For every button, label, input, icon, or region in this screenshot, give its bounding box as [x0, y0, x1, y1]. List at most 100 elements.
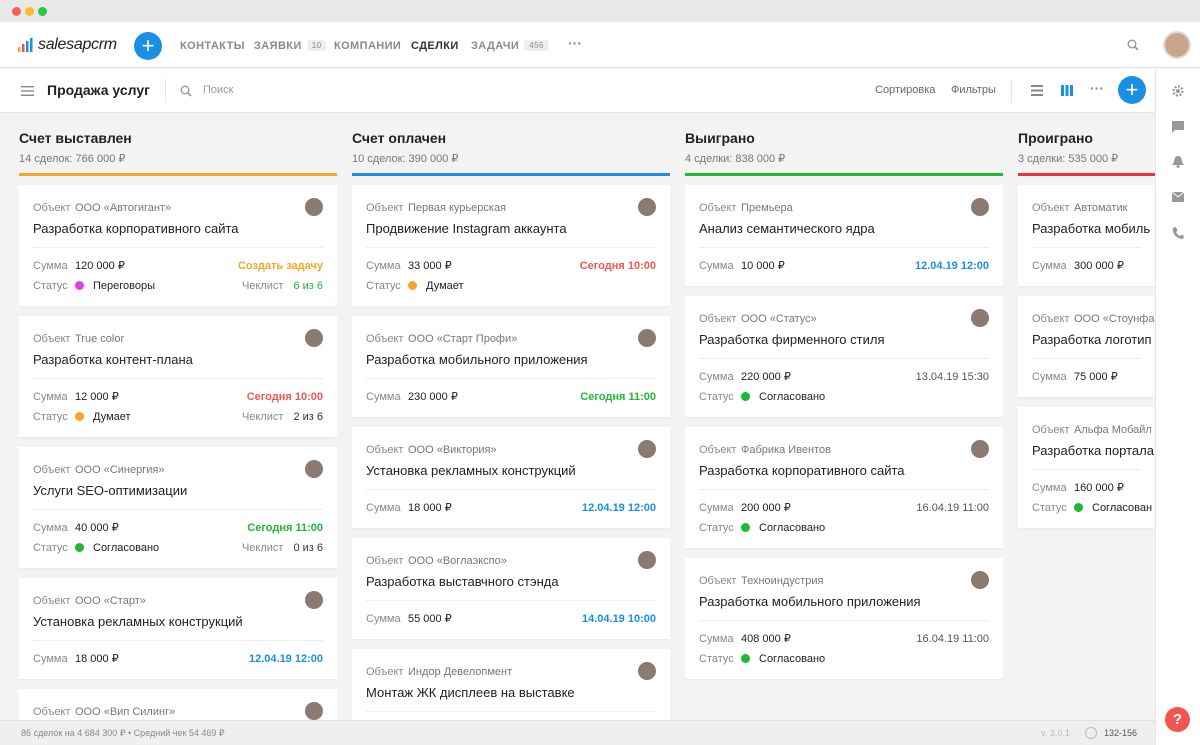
search-icon [180, 85, 192, 97]
more-menu[interactable]: ··· [568, 35, 582, 51]
notifications-icon[interactable] [1172, 156, 1184, 168]
sum-row: Сумма 33 000 ₽ Сегодня 10:00 [366, 256, 656, 276]
deal-title: Разработка фирменного стиля [699, 332, 989, 359]
status-value: Согласован [1092, 502, 1153, 514]
object-row: Объект ООО «Старт» [33, 593, 323, 609]
column-line [1018, 173, 1155, 176]
status-value: Думает [426, 280, 464, 292]
user-avatar[interactable] [1163, 31, 1191, 59]
deal-card[interactable]: Объект ООО «Статус» Разработка фирменного … [685, 296, 1003, 417]
deal-title: Разработка мобильного приложения [699, 594, 989, 621]
card-list: Объект Автоматик Разработка мобиль Сумма 300… [1018, 185, 1155, 528]
due: 16.04.19 11:00 [916, 502, 989, 514]
deal-title: Разработка корпоративного сайта [33, 221, 323, 248]
avatar [305, 329, 323, 347]
search-icon[interactable] [1127, 39, 1139, 51]
object-name: True color [75, 333, 125, 345]
sum-row: Сумма 12 000 ₽ Сегодня 10:00 [33, 387, 323, 407]
deal-card[interactable]: Объект Премьера Анализ семантического ядра… [685, 185, 1003, 286]
deal-card[interactable]: Объект Альфа Мобайл Разработка портала Сумм… [1018, 407, 1155, 528]
sum-row: Сумма 10 000 ₽ 12.04.19 12:00 [699, 256, 989, 276]
nav-item[interactable]: СДЕЛКИ [411, 40, 459, 52]
object-label: Объект [699, 444, 737, 456]
deal-card[interactable]: Объект ООО «Автогигант» Разработка корпора… [19, 185, 337, 306]
right-sidebar [1155, 69, 1200, 745]
object-label: Объект [1032, 313, 1070, 325]
logo[interactable]: salesapcrm [38, 36, 117, 53]
status-row: Статус Согласовано [699, 518, 989, 538]
deal-card[interactable]: Объект ООО «Старт Профи» Разработка мобиль… [352, 316, 670, 417]
deal-card[interactable]: Объект ООО «Стоунфай Разработка логотип Сум… [1018, 296, 1155, 397]
nav-label: ЗАЯВКИ [254, 40, 302, 52]
close-dot[interactable] [12, 7, 21, 16]
deal-card[interactable]: Объект ООО «Виктория» Установка рекламных … [352, 427, 670, 528]
filters-button[interactable]: Фильтры [951, 84, 996, 96]
menu-icon[interactable] [21, 86, 34, 96]
avatar [305, 198, 323, 216]
add-button[interactable]: + [134, 32, 162, 60]
mail-icon[interactable] [1172, 192, 1184, 202]
sum-row: Сумма 200 000 ₽ 16.04.19 11:00 [699, 498, 989, 518]
settings-icon[interactable] [1172, 85, 1184, 97]
sum-value: 55 000 ₽ [408, 613, 452, 625]
more-menu[interactable]: ··· [1090, 80, 1104, 96]
column-summary: 4 сделки: 838 000 ₽ [685, 153, 786, 165]
search-input[interactable]: Поиск [203, 84, 234, 96]
object-row: Объект ООО «Воглаэкспо» [366, 553, 656, 569]
chat-icon[interactable] [1172, 121, 1184, 133]
list-view-icon[interactable] [1031, 85, 1043, 96]
column-summary: 3 сделки: 535 000 ₽ [1018, 153, 1119, 165]
zoom-dot[interactable] [38, 7, 47, 16]
status-dot [741, 392, 750, 401]
object-name: Индор Девелопмент [408, 666, 513, 678]
info-icon[interactable] [1085, 727, 1097, 739]
sum-row: Сумма 230 000 ₽ Сегодня 11:00 [366, 387, 656, 407]
avatar [971, 198, 989, 216]
deal-card[interactable]: Объект True color Разработка контент-плана… [19, 316, 337, 437]
add-deal-button[interactable]: + [1118, 76, 1146, 104]
object-label: Объект [366, 555, 404, 567]
sum-label: Сумма [1032, 482, 1067, 494]
due: Сегодня 10:00 [579, 260, 656, 272]
status-label: Статус [699, 391, 734, 403]
board-view-icon[interactable] [1061, 85, 1073, 96]
deal-title: Разработка мобиль [1032, 221, 1150, 248]
help-button[interactable]: ? [1165, 707, 1190, 732]
status-dot [75, 281, 84, 290]
deal-card[interactable]: Объект ООО «Старт» Установка рекламных кон… [19, 578, 337, 679]
sum-value: 200 000 ₽ [741, 502, 791, 514]
card-list: Объект Премьера Анализ семантического ядра… [685, 185, 1003, 679]
deal-card[interactable]: Объект ООО «Синергия» Услуги SEO-оптимизац… [19, 447, 337, 568]
minimize-dot[interactable] [25, 7, 34, 16]
nav-item[interactable]: КОМПАНИИ [334, 40, 401, 52]
status-label: Статус [1032, 502, 1067, 514]
sum-value: 12 000 ₽ [75, 391, 119, 403]
checklist: Чеклист 6 из 6 [242, 276, 323, 296]
nav-item[interactable]: ЗАДАЧИ 456 [471, 40, 549, 52]
deal-card[interactable]: Объект Автоматик Разработка мобиль Сумма 300… [1018, 185, 1155, 286]
object-label: Объект [33, 202, 71, 214]
nav-item[interactable]: ЗАЯВКИ 10 [254, 40, 327, 52]
deal-card[interactable]: Объект Индор Девелопмент Монтаж ЖК дисплее… [352, 649, 670, 720]
pipeline-title[interactable]: Продажа услуг [47, 82, 150, 98]
status-dot [741, 523, 750, 532]
deal-title: Услуги SEO-оптимизации [33, 483, 323, 510]
nav-label: КОНТАКТЫ [180, 40, 245, 52]
avatar [305, 591, 323, 609]
object-name: Альфа Мобайл [1074, 424, 1152, 436]
phone-icon[interactable] [1172, 227, 1184, 239]
deal-card[interactable]: Объект ООО «Вип Силинг» [19, 689, 337, 720]
deal-card[interactable]: Объект Фабрика Ивентов Разработка корпорат… [685, 427, 1003, 548]
object-label: Объект [33, 595, 71, 607]
deal-card[interactable]: Объект ООО «Воглаэкспо» Разработка выставч… [352, 538, 670, 639]
sum-value: 120 000 ₽ [75, 260, 125, 272]
logo-icon [18, 38, 33, 52]
sort-button[interactable]: Сортировка [875, 84, 936, 96]
object-label: Объект [33, 706, 71, 718]
nav-item[interactable]: КОНТАКТЫ [180, 40, 245, 52]
sum-label: Сумма [33, 391, 68, 403]
column-summary: 10 сделок: 390 000 ₽ [352, 153, 459, 165]
avatar [971, 309, 989, 327]
deal-card[interactable]: Объект Первая курьерская Продвижение Insta… [352, 185, 670, 306]
deal-card[interactable]: Объект Техноиндустрия Разработка мобильног… [685, 558, 1003, 679]
